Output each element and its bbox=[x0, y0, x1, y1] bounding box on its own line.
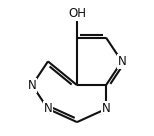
Text: N: N bbox=[118, 55, 126, 68]
Text: N: N bbox=[44, 102, 52, 115]
Text: OH: OH bbox=[68, 7, 86, 20]
Text: N: N bbox=[102, 102, 110, 115]
Text: N: N bbox=[28, 79, 36, 92]
